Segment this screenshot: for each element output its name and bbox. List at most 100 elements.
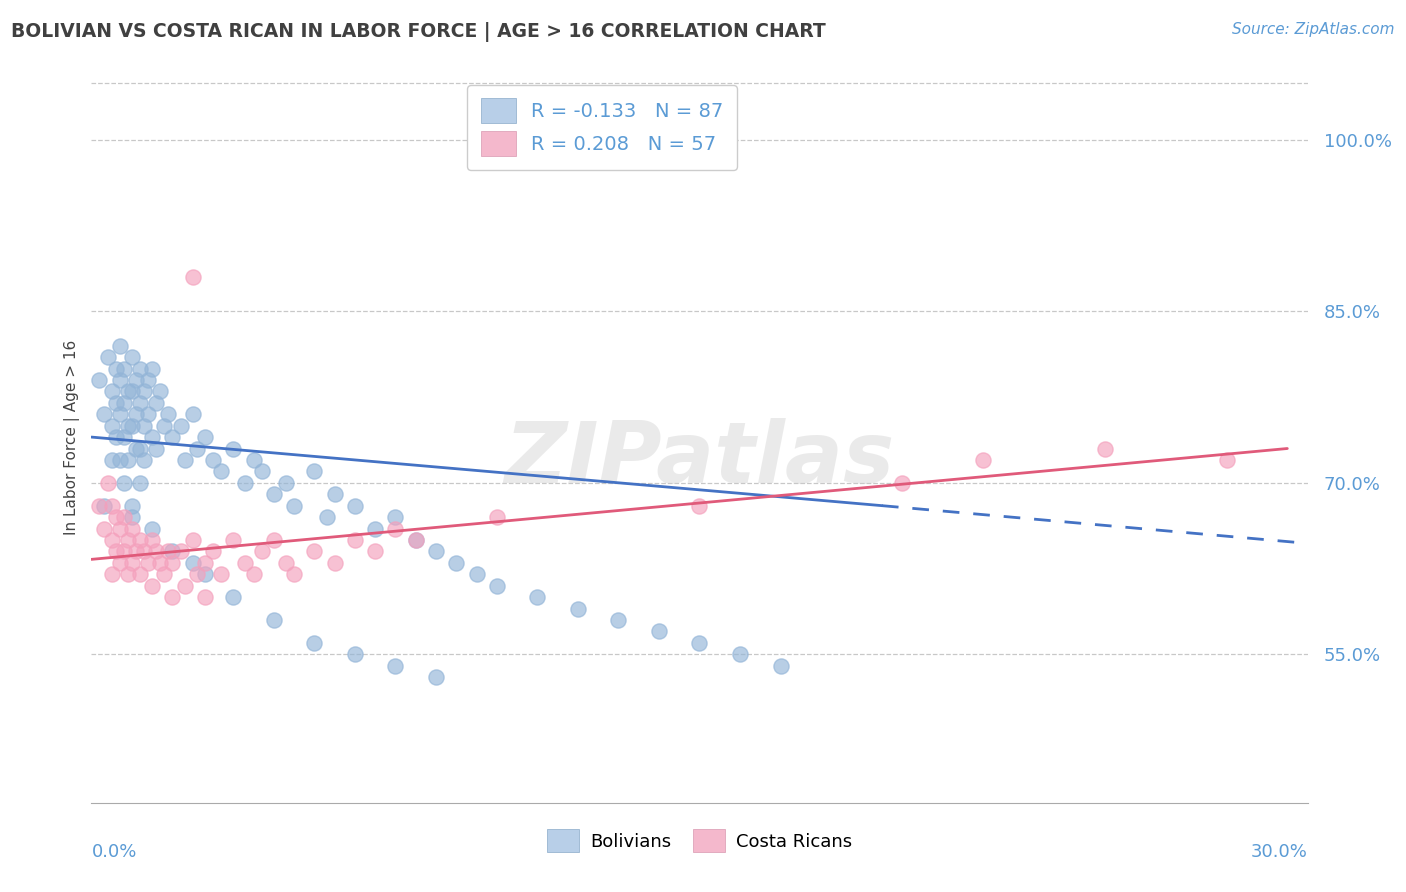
Point [121,556,143,570]
Point [141,533,163,547]
Point [108,339,131,353]
Point [129,567,152,582]
Point [222,533,245,547]
Point [93,499,115,513]
Point [89,499,111,513]
Point [323,487,346,501]
Point [100,567,122,582]
Point [132,453,155,467]
Point [263,487,285,501]
Point [121,418,143,433]
Point [97,475,120,490]
Point [173,453,195,467]
Point [112,430,135,444]
Point [153,567,176,582]
Point [136,407,159,421]
Point [104,361,127,376]
Point [129,533,152,547]
Point [117,453,139,467]
Point [162,430,184,444]
Point [891,475,914,490]
Point [222,442,245,456]
Point [304,636,326,650]
Point [209,567,232,582]
Point [97,350,120,364]
Text: 30.0%: 30.0% [1251,843,1308,861]
Point [405,533,427,547]
Point [235,556,257,570]
Point [112,510,135,524]
Point [112,544,135,558]
Point [209,464,232,478]
Point [104,396,127,410]
Point [149,556,172,570]
Point [384,658,406,673]
Point [688,499,710,513]
Point [125,407,148,421]
Text: Source: ZipAtlas.com: Source: ZipAtlas.com [1232,22,1395,37]
Point [157,544,180,558]
Point [315,510,337,524]
Point [343,533,366,547]
Point [364,544,387,558]
Point [202,544,225,558]
Point [108,453,131,467]
Point [1215,453,1237,467]
Point [117,533,139,547]
Point [364,521,387,535]
Point [181,270,204,285]
Point [186,442,208,456]
Point [100,499,122,513]
Point [425,670,447,684]
Point [100,418,122,433]
Point [108,521,131,535]
Point [162,544,184,558]
Point [263,613,285,627]
Point [100,533,122,547]
Point [304,544,326,558]
Point [125,544,148,558]
Point [121,499,143,513]
Point [104,544,127,558]
Point [125,442,148,456]
Point [972,453,994,467]
Point [728,647,751,661]
Point [194,567,217,582]
Point [567,601,589,615]
Point [112,361,135,376]
Point [173,579,195,593]
Point [485,579,508,593]
Point [93,407,115,421]
Point [181,407,204,421]
Point [157,407,180,421]
Point [121,510,143,524]
Point [100,384,122,399]
Legend: Bolivians, Costa Ricans: Bolivians, Costa Ricans [540,822,859,860]
Point [141,521,163,535]
Point [274,556,297,570]
Point [162,590,184,604]
Point [132,384,155,399]
Point [104,430,127,444]
Point [145,544,167,558]
Point [283,499,305,513]
Y-axis label: In Labor Force | Age > 16: In Labor Force | Age > 16 [65,340,80,534]
Point [607,613,630,627]
Point [194,590,217,604]
Point [263,533,285,547]
Point [343,499,366,513]
Point [104,510,127,524]
Point [465,567,488,582]
Point [132,418,155,433]
Point [112,475,135,490]
Point [129,475,152,490]
Point [425,544,447,558]
Point [141,361,163,376]
Point [235,475,257,490]
Point [194,556,217,570]
Point [186,567,208,582]
Point [149,384,172,399]
Point [100,453,122,467]
Point [117,567,139,582]
Point [136,373,159,387]
